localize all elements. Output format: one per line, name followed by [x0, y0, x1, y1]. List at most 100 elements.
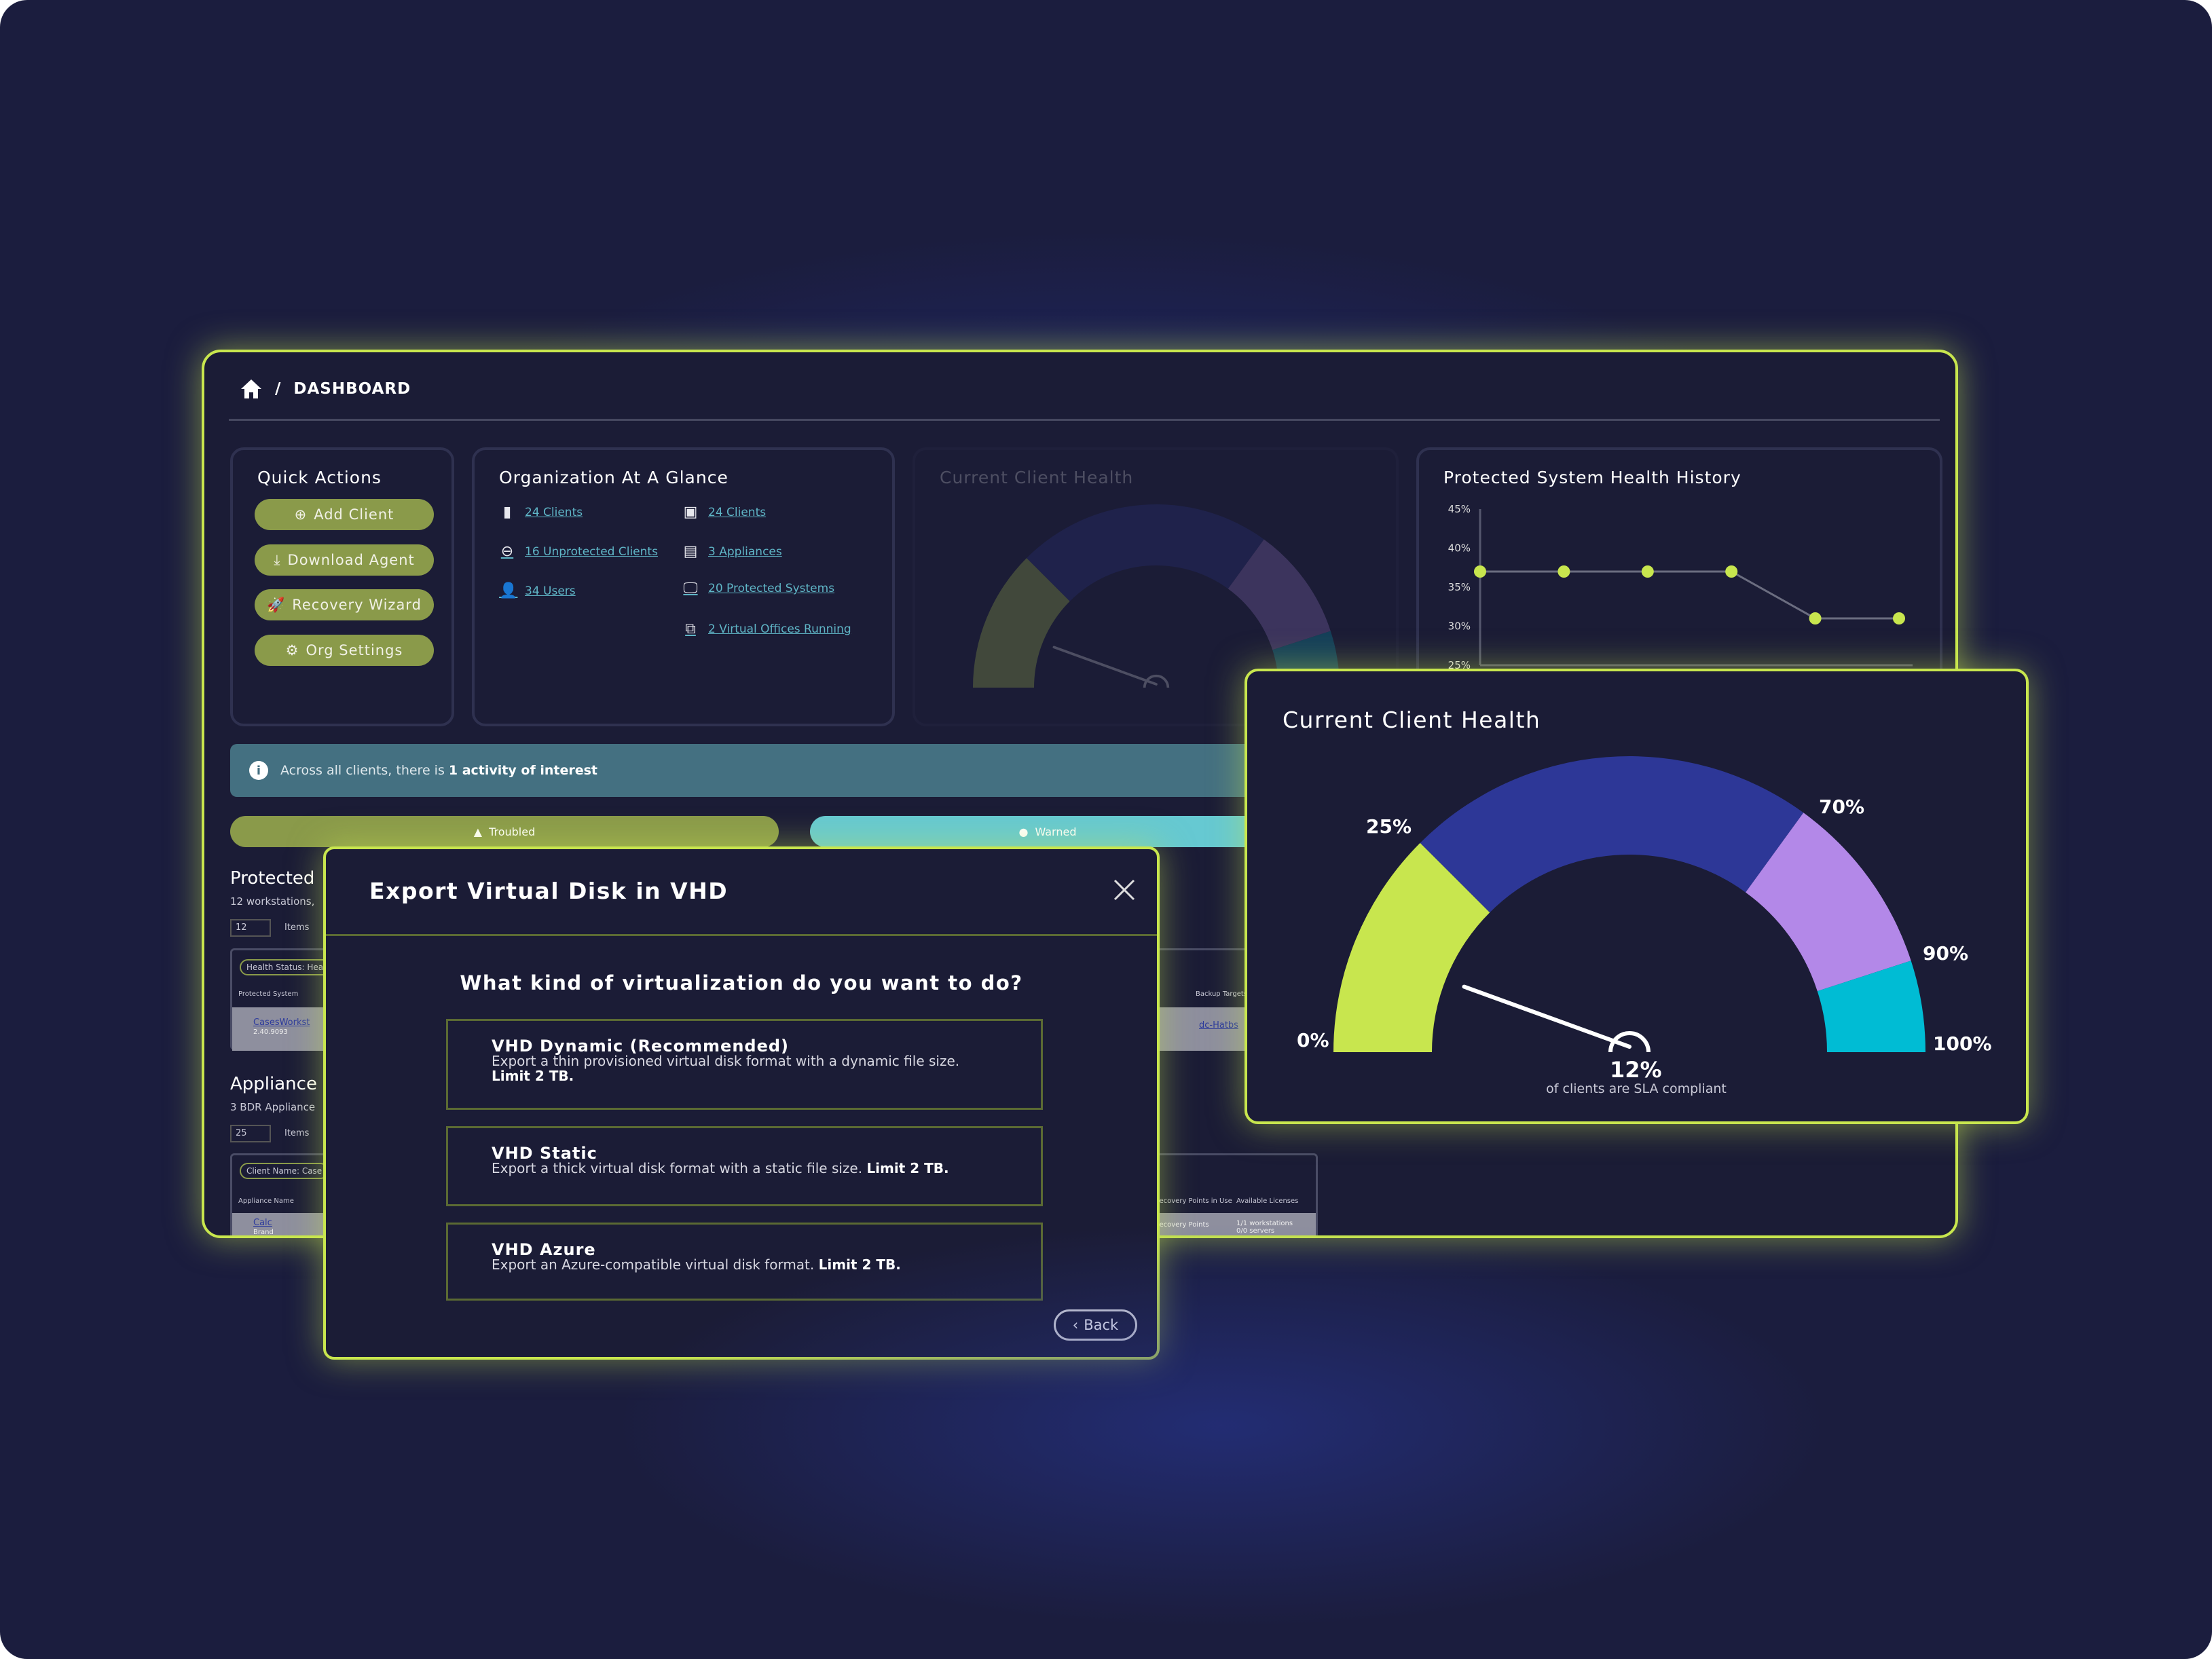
appliances-subtitle: 3 BDR Appliance	[230, 1101, 316, 1113]
appliances-row-name[interactable]: Calc	[253, 1218, 272, 1228]
download-agent-button[interactable]: ⤓ Download Agent	[255, 544, 434, 576]
option-title: VHD Static	[492, 1144, 597, 1163]
breadcrumb-separator: /	[275, 380, 282, 398]
org-link-label: 34 Users	[525, 584, 576, 598]
org-settings-button[interactable]: ⚙ Org Settings	[255, 635, 434, 666]
close-icon[interactable]	[1113, 879, 1135, 901]
virtual-office-icon: ⧉	[685, 620, 696, 637]
protected-row-backup[interactable]: dc-Hatbs	[1199, 1020, 1238, 1030]
org-link-label: 24 Clients	[525, 506, 583, 519]
quick-actions-title: Quick Actions	[257, 468, 382, 487]
health-history-chart: 45% 40% 35% 30% 25%	[1448, 503, 1913, 671]
option-title: VHD Azure	[492, 1240, 596, 1259]
data-point	[1809, 612, 1822, 625]
y-tick-label: 30%	[1448, 620, 1471, 633]
breadcrumb-current[interactable]: DASHBOARD	[293, 380, 411, 398]
protected-row-name[interactable]: CasesWorkst	[253, 1018, 310, 1028]
option-limit: Limit 2 TB.	[818, 1256, 901, 1273]
add-client-button[interactable]: ⊕ Add Client	[255, 499, 434, 530]
gauge-band-70-90	[1746, 813, 1911, 992]
user-icon: 👤	[499, 582, 518, 599]
y-tick-label: 25%	[1448, 659, 1471, 671]
org-link-protected-systems[interactable]: 🖵 20 Protected Systems	[682, 580, 834, 597]
gauge-band-25-70	[1420, 756, 1804, 913]
y-tick-label: 40%	[1448, 542, 1471, 555]
gauge-needle	[1052, 646, 1158, 686]
home-icon[interactable]	[240, 378, 263, 400]
appliances-row-sub: Brand	[253, 1229, 274, 1236]
client-health-title: Current Client Health	[1283, 707, 1541, 733]
bg-client-health-title: Current Client Health	[940, 468, 1134, 487]
org-link-users[interactable]: 👤 34 Users	[499, 583, 576, 599]
modal-header-divider	[326, 934, 1157, 936]
org-link-label: 2 Virtual Offices Running	[708, 622, 851, 636]
data-point	[1474, 565, 1486, 578]
option-limit: Limit 2 TB.	[492, 1068, 574, 1084]
org-glance-card: Organization At A Glance ▮ 24 Clients ⊖ 16…	[472, 447, 895, 726]
download-agent-label: Download Agent	[287, 552, 415, 568]
warning-icon: ▲	[473, 825, 483, 838]
recovery-wizard-label: Recovery Wizard	[292, 597, 422, 613]
server-icon: ▤	[683, 543, 698, 560]
data-point	[1557, 565, 1570, 578]
protected-col-backup-targets: Backup Targets	[1196, 990, 1247, 998]
gauge-band-0-25	[973, 558, 1070, 688]
safe-icon: ▣	[683, 504, 698, 521]
gauge-label-90: 90%	[1923, 942, 1969, 965]
appliances-items-input[interactable]: 25	[230, 1125, 271, 1142]
activity-banner[interactable]: i Across all clients, there is 1 activit…	[230, 744, 1316, 797]
option-desc: Export a thick virtual disk format with …	[492, 1160, 867, 1176]
gauge-value-label: 12%	[1610, 1057, 1662, 1083]
org-link-clients[interactable]: ▮ 24 Clients	[499, 504, 583, 521]
gear-icon: ⚙	[285, 642, 299, 658]
banner-text: Across all clients, there is 1 activity …	[280, 763, 597, 778]
gauge-band-25-70	[1027, 504, 1264, 601]
modal-title: Export Virtual Disk in VHD	[369, 878, 729, 904]
appliances-row-recovery: Recovery Points	[1155, 1221, 1209, 1229]
data-point	[1641, 565, 1654, 578]
download-icon: ⤓	[274, 551, 281, 568]
gauge-needle-hub	[1608, 1031, 1651, 1053]
export-vhd-modal: Export Virtual Disk in VHD What kind of …	[323, 846, 1160, 1360]
rocket-icon: 🚀	[267, 596, 286, 613]
warned-tab[interactable]: ● Warned	[810, 816, 1285, 847]
monitor-icon: 🖵	[683, 580, 698, 597]
y-tick-label: 45%	[1448, 503, 1471, 515]
org-link-clients-2[interactable]: ▣ 24 Clients	[682, 504, 767, 521]
gauge-label-70: 70%	[1819, 796, 1865, 818]
protected-row-sub: 2.40.9093	[253, 1028, 288, 1036]
gauge-label-100: 100%	[1933, 1032, 1992, 1055]
option-vhd-static[interactable]: VHD Static Export a thick virtual disk f…	[446, 1126, 1043, 1206]
back-label: Back	[1084, 1317, 1119, 1333]
org-link-unprotected[interactable]: ⊖ 16 Unprotected Clients	[499, 544, 658, 560]
org-link-label: 24 Clients	[708, 506, 767, 519]
protected-items-input[interactable]: 12	[230, 919, 271, 937]
appliances-items-label: Items	[284, 1128, 310, 1138]
appliances-col-header: Appliance Name	[238, 1197, 294, 1205]
breadcrumb: / DASHBOARD	[240, 378, 411, 400]
protected-title: Protected	[230, 868, 315, 889]
banner-bold[interactable]: 1 activity of interest	[448, 763, 597, 778]
quick-actions-card: Quick Actions ⊕ Add Client ⤓ Download Agen…	[230, 447, 454, 726]
org-link-label: 20 Protected Systems	[708, 582, 835, 595]
protected-items-label: Items	[284, 922, 310, 933]
option-title: VHD Dynamic (Recommended)	[492, 1037, 790, 1056]
org-link-virtual-offices[interactable]: ⧉ 2 Virtual Offices Running	[682, 621, 851, 637]
back-button[interactable]: ‹ Back	[1054, 1309, 1137, 1341]
option-vhd-dynamic[interactable]: VHD Dynamic (Recommended) Export a thin …	[446, 1019, 1043, 1110]
gauge-band-90-100	[1817, 961, 1925, 1052]
appliances-filter-chip[interactable]: Client Name: Case	[240, 1163, 329, 1179]
protected-filter-chip[interactable]: Health Status: Heal	[240, 959, 333, 975]
org-link-appliances[interactable]: ▤ 3 Appliances	[682, 544, 782, 560]
appliances-title: Appliance	[230, 1074, 317, 1094]
option-desc: Export a thin provisioned virtual disk f…	[492, 1053, 960, 1069]
gauge-needle	[1462, 984, 1632, 1049]
option-vhd-azure[interactable]: VHD Azure Export an Azure-compatible vir…	[446, 1223, 1043, 1301]
gauge-label-0: 0%	[1297, 1029, 1329, 1051]
recovery-wizard-button[interactable]: 🚀 Recovery Wizard	[255, 589, 434, 620]
plus-circle-icon: ⊕	[294, 506, 308, 523]
add-client-label: Add Client	[314, 506, 394, 523]
troubled-tab[interactable]: ▲ Troubled	[230, 816, 779, 847]
protected-subtitle: 12 workstations,	[230, 895, 315, 908]
